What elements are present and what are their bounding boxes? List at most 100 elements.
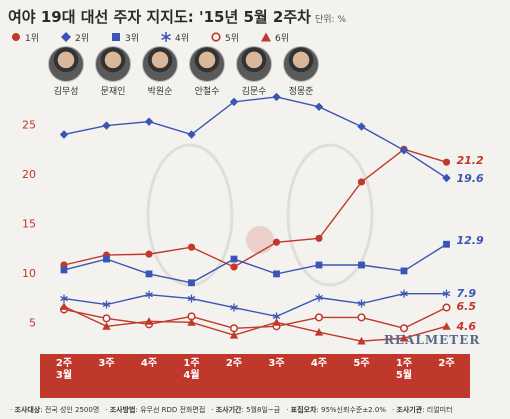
point-asterisk [102, 301, 111, 308]
series-line-4 [63, 292, 447, 318]
avatar-photo [95, 46, 131, 82]
point-triangle [187, 318, 196, 326]
end-value-label: 12.9 [456, 234, 484, 248]
y-tick-label: 5 [29, 316, 36, 329]
y-tick-label: 10 [22, 267, 36, 280]
series-line-2 [63, 96, 447, 179]
unit-label: 단위: % [314, 15, 346, 25]
point-circle-filled [272, 238, 281, 246]
candidate-name: 김무성 [53, 87, 79, 97]
avatar: 문재인 [93, 46, 133, 97]
point-square [145, 270, 153, 278]
legend-item-4: 4위 [160, 30, 189, 44]
point-asterisk [145, 292, 153, 298]
point-circle-filled [187, 243, 196, 251]
legend-label: 4위 [175, 33, 190, 44]
point-square [103, 255, 110, 263]
square-icon [112, 33, 120, 41]
legend-item-2: 2위 [60, 30, 89, 44]
candidate-name: 정몽준 [288, 87, 314, 97]
x-axis-band [40, 354, 470, 398]
candidate-avatars: 김무성 문재인 박원순 안철수 김문수 정몽준 [46, 46, 326, 106]
diamond-icon [61, 32, 71, 42]
legend-label: 2위 [75, 33, 90, 44]
point-diamond [102, 121, 111, 130]
avatar: 박원순 [140, 46, 180, 97]
end-value-label: 19.6 [456, 171, 484, 185]
x-tick-label: 4주 [310, 358, 328, 369]
point-asterisk [187, 296, 196, 302]
point-asterisk [60, 296, 68, 302]
legend-label: 5위 [225, 33, 240, 44]
point-circle-open [442, 303, 451, 312]
point-diamond [314, 102, 324, 112]
point-square [230, 255, 238, 263]
series-line-3 [63, 243, 447, 284]
footer-item: · 조사기간: 5월8일~금 [211, 405, 281, 414]
point-asterisk [230, 304, 238, 311]
y-tick-label: 25 [22, 119, 36, 132]
point-asterisk [357, 300, 366, 307]
end-value-label: 21.2 [456, 154, 484, 168]
point-circle-filled [230, 263, 238, 271]
x-tick-label: 5주 [353, 358, 370, 369]
point-diamond [229, 97, 239, 107]
avatar: 김무성 [46, 46, 86, 97]
footer-item: · 조사방법: 유무선 RDD 전화면접 [105, 405, 206, 414]
point-asterisk [315, 295, 323, 301]
point-asterisk [272, 313, 281, 319]
point-triangle [399, 333, 409, 342]
point-diamond [59, 130, 69, 139]
point-triangle [272, 318, 281, 326]
phoenix-emblem-icon [146, 143, 374, 287]
x-tick-label: 3주 [268, 358, 285, 369]
legend-item-1: 1위 [10, 30, 39, 44]
point-asterisk [400, 291, 408, 297]
point-circle-open [357, 313, 366, 322]
point-circle-filled [357, 178, 366, 186]
point-diamond [442, 173, 451, 183]
avatar-photo [283, 46, 319, 82]
avatar: 안철수 [187, 46, 227, 97]
point-square [358, 261, 365, 269]
x-tick-label: 4주 [140, 358, 158, 369]
point-circle-open [102, 314, 111, 323]
y-tick-label: 15 [22, 217, 36, 230]
point-triangle [59, 302, 69, 310]
point-circle-open [229, 324, 239, 333]
legend-item-6: 6위 [260, 30, 289, 44]
point-circle-filled [442, 158, 451, 166]
point-circle-filled [315, 234, 323, 242]
x-tick-label: 2주 [438, 358, 455, 369]
point-square [60, 266, 68, 274]
x-tick-label: 2주 3월 [55, 358, 73, 381]
point-triangle [314, 328, 324, 336]
avatar-photo [142, 46, 178, 82]
avatar-photo [48, 46, 84, 82]
footer-item: · 조사대상: 전국 성인 2500명 [10, 405, 100, 414]
series-line-6 [63, 305, 447, 342]
x-tick-label: 1주 4월 [183, 358, 200, 381]
candidate-name: 문재인 [100, 87, 126, 97]
footer-item: · 표집오차: 95%신뢰수준±2.0% [286, 405, 386, 414]
point-circle-open [399, 324, 409, 333]
legend-item-5: 5위 [210, 30, 239, 44]
footer-item: · 조사기관: 리얼미터 [391, 405, 453, 414]
asterisk-icon [161, 32, 171, 42]
series-line-5 [63, 306, 447, 330]
legend-label: 3위 [125, 33, 140, 44]
point-square [443, 240, 450, 248]
circle-open-icon [211, 32, 221, 42]
avatar: 김문수 [234, 46, 274, 97]
point-diamond [399, 146, 409, 155]
point-triangle [144, 317, 154, 325]
chart-title-text: 여야 19대 대선 주자 지지도: '15년 5월 2주차 [8, 8, 311, 26]
point-triangle [442, 322, 451, 330]
triangle-icon [261, 32, 271, 42]
legend-label: 6위 [275, 33, 290, 44]
point-diamond [144, 117, 154, 126]
candidate-name: 안철수 [194, 87, 220, 97]
avatar: 정몽준 [281, 46, 321, 97]
legend-label: 1위 [25, 33, 40, 44]
